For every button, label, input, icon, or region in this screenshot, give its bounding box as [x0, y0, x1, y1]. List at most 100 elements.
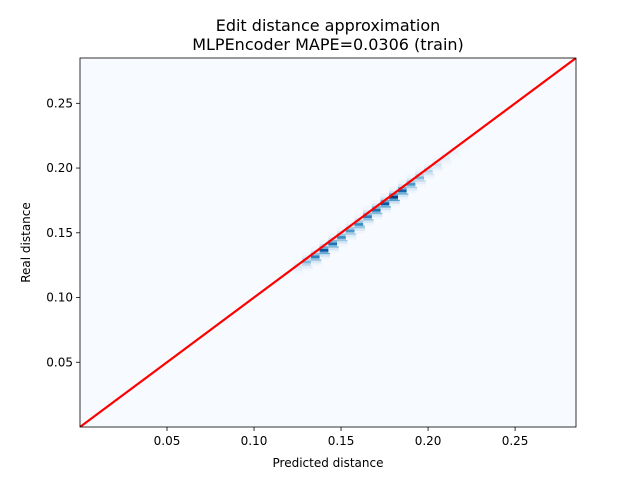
density-cell	[363, 208, 374, 213]
density-cell	[345, 228, 357, 233]
density-cell	[380, 208, 391, 213]
density-cell	[424, 160, 435, 165]
density-cell	[432, 164, 444, 169]
density-cell	[406, 176, 418, 181]
density-cell	[424, 176, 435, 181]
density-cell	[398, 190, 409, 195]
x-tick-label: 0.25	[502, 434, 529, 448]
density-cell	[319, 250, 330, 255]
density-cell	[398, 193, 409, 198]
density-cell	[432, 157, 444, 161]
density-cell	[354, 214, 365, 218]
density-cell	[363, 216, 374, 221]
density-cell	[450, 141, 461, 146]
density-cell	[337, 242, 348, 247]
density-cell	[319, 239, 330, 244]
density-cell	[406, 186, 418, 191]
density-cell	[345, 233, 357, 238]
density-cell	[432, 162, 444, 167]
density-cell	[354, 219, 365, 224]
density-cell	[293, 272, 304, 277]
density-cell	[441, 160, 452, 165]
density-cell	[319, 245, 330, 249]
plot-frame	[79, 57, 577, 428]
density-cell	[293, 264, 304, 269]
density-cell	[424, 173, 435, 178]
density-cell	[293, 269, 304, 274]
density-cell	[310, 256, 322, 261]
density-cell	[345, 236, 357, 240]
density-cell	[406, 181, 418, 186]
density-cell	[302, 264, 313, 269]
density-cell	[424, 171, 435, 176]
density-cell	[371, 215, 383, 220]
x-tick-label: 0.05	[154, 434, 181, 448]
density-cell	[415, 169, 426, 174]
density-cell	[363, 221, 374, 226]
density-cell	[302, 259, 313, 264]
density-cell	[319, 255, 330, 260]
density-cell	[293, 256, 304, 261]
density-cell	[424, 163, 435, 168]
density-cell	[371, 210, 383, 215]
chart-title: Edit distance approximation	[216, 16, 441, 35]
density-cell	[380, 193, 391, 198]
density-cell	[380, 203, 391, 208]
density-cell	[415, 167, 426, 172]
density-cell	[398, 188, 409, 193]
density-cell	[371, 202, 383, 207]
density-cell	[337, 226, 348, 231]
density-cell	[406, 184, 418, 189]
density-cell	[345, 230, 357, 235]
density-cell	[458, 137, 470, 142]
density-cell	[432, 154, 444, 159]
density-cell	[328, 241, 339, 246]
density-cell	[302, 254, 313, 259]
density-cell	[328, 233, 339, 238]
density-cell	[415, 177, 426, 182]
density-cell	[458, 147, 470, 152]
density-cell	[389, 186, 400, 191]
density-cell	[389, 189, 400, 194]
density-cell	[363, 214, 374, 218]
density-cell	[450, 157, 461, 161]
density-cell	[354, 221, 365, 226]
density-cell	[319, 247, 330, 252]
density-cell	[398, 195, 409, 200]
chart-subtitle: MLPEncoder MAPE=0.0306 (train)	[192, 35, 464, 54]
density-cell	[424, 168, 435, 173]
density-cell	[450, 149, 461, 154]
density-cell	[380, 201, 391, 205]
density-cell	[328, 248, 339, 253]
density-cell	[302, 261, 313, 266]
density-cell	[328, 246, 339, 251]
density-cell	[337, 232, 348, 237]
density-cell	[398, 182, 409, 187]
density-cell	[458, 145, 470, 150]
density-cell	[415, 182, 426, 187]
density-cell	[441, 158, 452, 163]
y-tick-label: 0.15	[46, 226, 73, 240]
density-cell	[310, 251, 322, 256]
density-cell	[450, 144, 461, 148]
y-tick-label: 0.05	[46, 355, 73, 369]
density-cell	[354, 224, 365, 229]
density-cell	[389, 194, 400, 199]
density-cell	[458, 135, 470, 139]
x-tick-label: 0.15	[328, 434, 355, 448]
density-cell	[310, 261, 322, 266]
y-axis-ticks: 0.05 0.10 0.15 0.20 0.25	[46, 96, 80, 369]
density-cell	[389, 202, 400, 207]
density-cell	[328, 243, 339, 248]
density-cell	[441, 163, 452, 168]
density-cell	[354, 226, 365, 231]
density-cell	[363, 219, 374, 224]
density-cell	[415, 180, 426, 185]
density-cell	[371, 212, 383, 217]
density-cell	[337, 239, 348, 244]
density-cell	[441, 150, 452, 155]
density-cell	[441, 155, 452, 160]
y-axis-label: Real distance	[19, 202, 33, 283]
density-cell	[389, 199, 400, 204]
